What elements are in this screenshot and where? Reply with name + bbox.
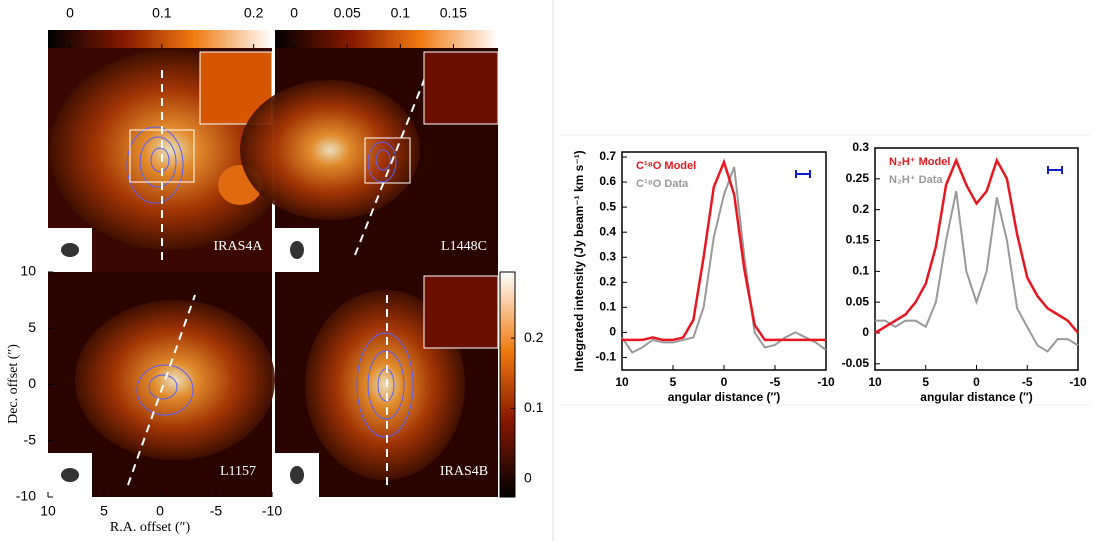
colorbar	[275, 30, 498, 48]
y-tick-label: 5	[28, 319, 36, 335]
map-panel	[275, 272, 499, 497]
y-axis-label: Dec. offset (″)	[6, 344, 21, 424]
panel-label: IRAS4B	[440, 464, 488, 479]
line-series	[875, 190, 1079, 353]
y-tick-label: 0.15	[846, 233, 870, 247]
x-tick-label: 0	[973, 375, 980, 389]
y-tick-label: -0.1	[595, 350, 616, 364]
y-tick-label: 0.2	[852, 202, 869, 216]
y-tick-label: -10	[16, 488, 36, 504]
legend-entry: C¹⁸O Model	[636, 160, 696, 172]
colorbar-tick-label: 0	[66, 5, 74, 21]
y-tick-label: 0.3	[852, 140, 869, 154]
y-tick-label: 0	[28, 375, 36, 391]
map-panel	[48, 48, 290, 272]
colorbar-tick-label: 0.1	[391, 5, 411, 21]
y-tick-label: -0.05	[842, 356, 870, 370]
y-tick-label: 0.25	[846, 171, 870, 185]
error-bar	[795, 170, 811, 178]
y-tick-label: 0	[862, 325, 869, 339]
map-panel	[240, 48, 499, 272]
x-tick-label: -10	[817, 375, 835, 389]
colorbar-tick-label: 0.1	[524, 399, 544, 415]
y-tick-label: 0.1	[599, 300, 616, 314]
y-tick-label: 0.7	[599, 149, 616, 163]
y-axis-label: Integrated intensity (Jy beam⁻¹ km s⁻¹)	[572, 150, 586, 371]
x-tick-label: 0	[721, 375, 728, 389]
legend-entry: N₂H⁺ Model	[889, 156, 950, 168]
colorbar-tick-label: 0.05	[334, 5, 361, 21]
x-tick-label: 10	[615, 375, 629, 389]
y-tick-label: 0.5	[599, 199, 616, 213]
x-tick-label: 0	[156, 503, 164, 519]
x-axis-label: R.A. offset (″)	[110, 520, 191, 535]
x-axis-label: angular distance (″)	[668, 390, 780, 404]
line-series	[621, 166, 827, 354]
map-panel	[48, 272, 275, 497]
colorbar-tick-label: 0.2	[244, 5, 264, 21]
error-bar	[1047, 166, 1063, 174]
colorbar-tick-label: 0	[524, 469, 532, 485]
x-tick-label: 10	[40, 503, 56, 519]
line-series	[874, 157, 1079, 335]
legend-entry: C¹⁸O Data	[636, 178, 689, 190]
legend-entry: N₂H⁺ Data	[889, 174, 943, 186]
y-tick-label: -5	[24, 431, 37, 447]
x-tick-label: 5	[100, 503, 108, 519]
colorbar-tick-label: 0.2	[524, 329, 544, 345]
colorbar-tick-label: 0.1	[152, 5, 172, 21]
colorbar	[48, 30, 272, 48]
colorbar	[499, 271, 516, 498]
y-tick-label: 0.6	[599, 174, 616, 188]
x-tick-label: -10	[1069, 375, 1087, 389]
x-tick-label: -5	[1022, 375, 1033, 389]
x-tick-label: -10	[262, 503, 282, 519]
y-tick-label: 0	[609, 325, 616, 339]
x-tick-label: 10	[868, 375, 882, 389]
y-tick-label: 10	[20, 263, 36, 279]
panel-label: IRAS4A	[213, 239, 263, 254]
x-tick-label: 5	[922, 375, 929, 389]
y-tick-label: 0.3	[599, 249, 616, 263]
x-tick-label: -5	[770, 375, 781, 389]
colorbar-tick-label: 0	[290, 5, 298, 21]
line-series	[622, 158, 826, 342]
panel-label: L1157	[220, 464, 256, 479]
y-tick-label: 0.05	[846, 294, 870, 308]
x-tick-label: 5	[670, 375, 677, 389]
panel-label: L1448C	[441, 239, 487, 254]
y-tick-label: 0.2	[599, 274, 616, 288]
y-tick-label: 0.1	[852, 264, 869, 278]
x-axis-label: angular distance (″)	[920, 390, 1032, 404]
y-tick-label: 0.4	[599, 224, 616, 238]
x-tick-label: -5	[210, 503, 223, 519]
colorbar-tick-label: 0.15	[440, 5, 467, 21]
